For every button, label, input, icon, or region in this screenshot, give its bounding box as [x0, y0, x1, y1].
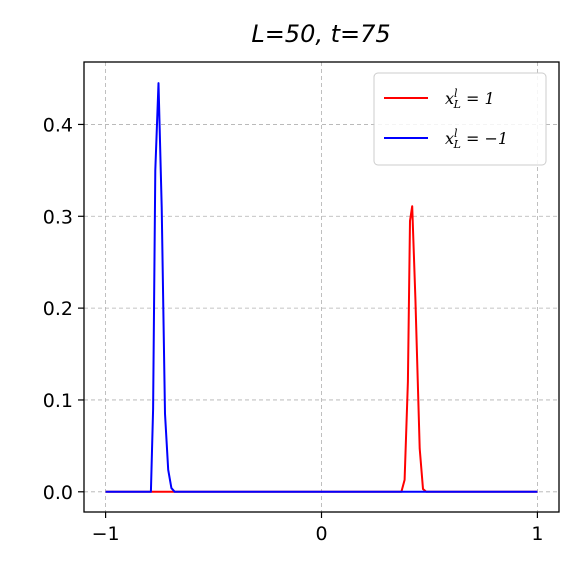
axis-ticks: −1 0 1 0.0 0.1 0.2 0.3 0.4 — [43, 114, 544, 545]
legend-label-1: xl L = 1 — [445, 87, 495, 111]
legend-label-2: xl L = −1 — [445, 127, 508, 151]
x-tick-label: 0 — [315, 523, 327, 545]
series-group — [105, 82, 538, 493]
legend-box — [373, 72, 547, 166]
x-tick-label: 1 — [531, 523, 543, 545]
y-tick-label: 0.1 — [43, 390, 73, 412]
y-tick-label: 0.0 — [43, 482, 73, 504]
series-line-1 — [105, 205, 538, 493]
y-tick-label: 0.4 — [43, 114, 73, 136]
y-tick-label: 0.2 — [43, 298, 73, 320]
series-line-2 — [105, 82, 538, 493]
y-tick-label: 0.3 — [43, 206, 73, 228]
chart-title: L=50, t=75 — [251, 20, 390, 48]
legend: xl L = 1 xl L = −1 — [373, 72, 547, 166]
x-tick-label: −1 — [92, 523, 120, 545]
